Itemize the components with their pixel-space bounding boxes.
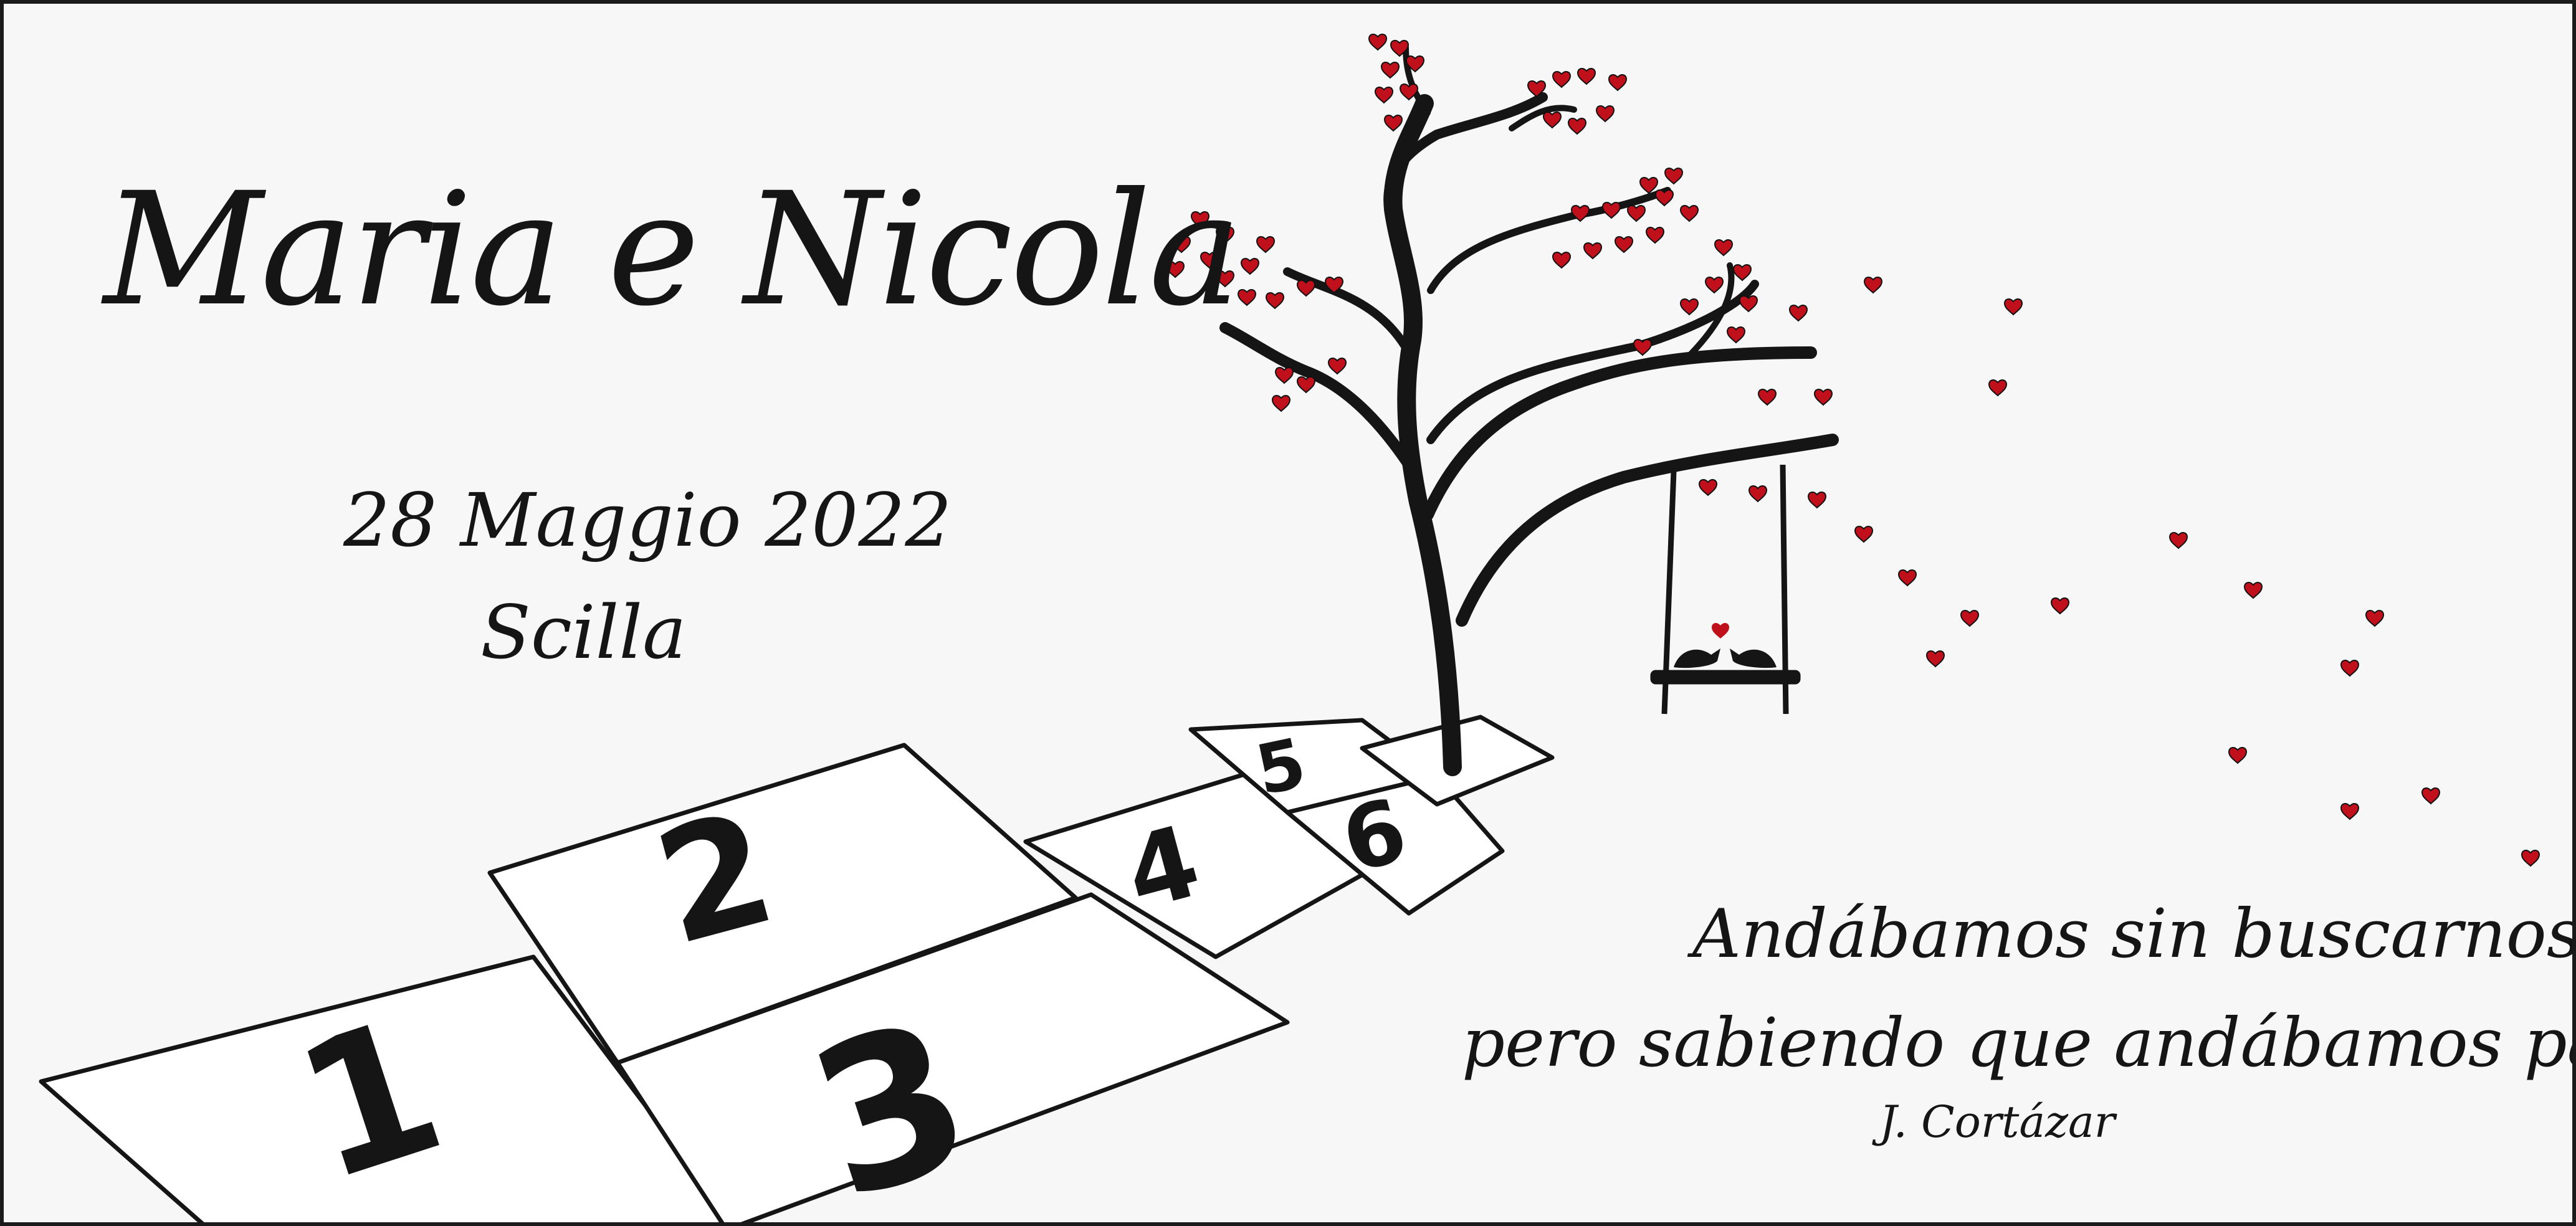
bird-icon <box>1674 649 1720 668</box>
wedding-place: Scilla <box>480 589 687 675</box>
bird-icon <box>1730 649 1777 668</box>
tree-icon <box>1219 44 1839 776</box>
hopscotch-square-3 <box>615 892 1290 1222</box>
wedding-date: 28 Maggio 2022 <box>343 477 952 563</box>
illustration: 1 2 3 4 5 6 <box>39 34 2540 1222</box>
hopscotch <box>39 715 1555 1222</box>
swing-icon <box>1650 464 1801 715</box>
quote-author: J. Cortázar <box>1879 1096 2116 1148</box>
quote-line-1: Andábamos sin buscarnos <box>1692 895 2576 973</box>
hopscotch-square-1 <box>39 954 737 1222</box>
hopscotch-square-6 <box>1285 774 1505 916</box>
couple-names: Maria e Nicola <box>103 159 1242 340</box>
hopscotch-square-2 <box>487 743 1078 1065</box>
quote-line-2: pero sabiendo que andábamos para encontr… <box>1462 1004 2572 1082</box>
